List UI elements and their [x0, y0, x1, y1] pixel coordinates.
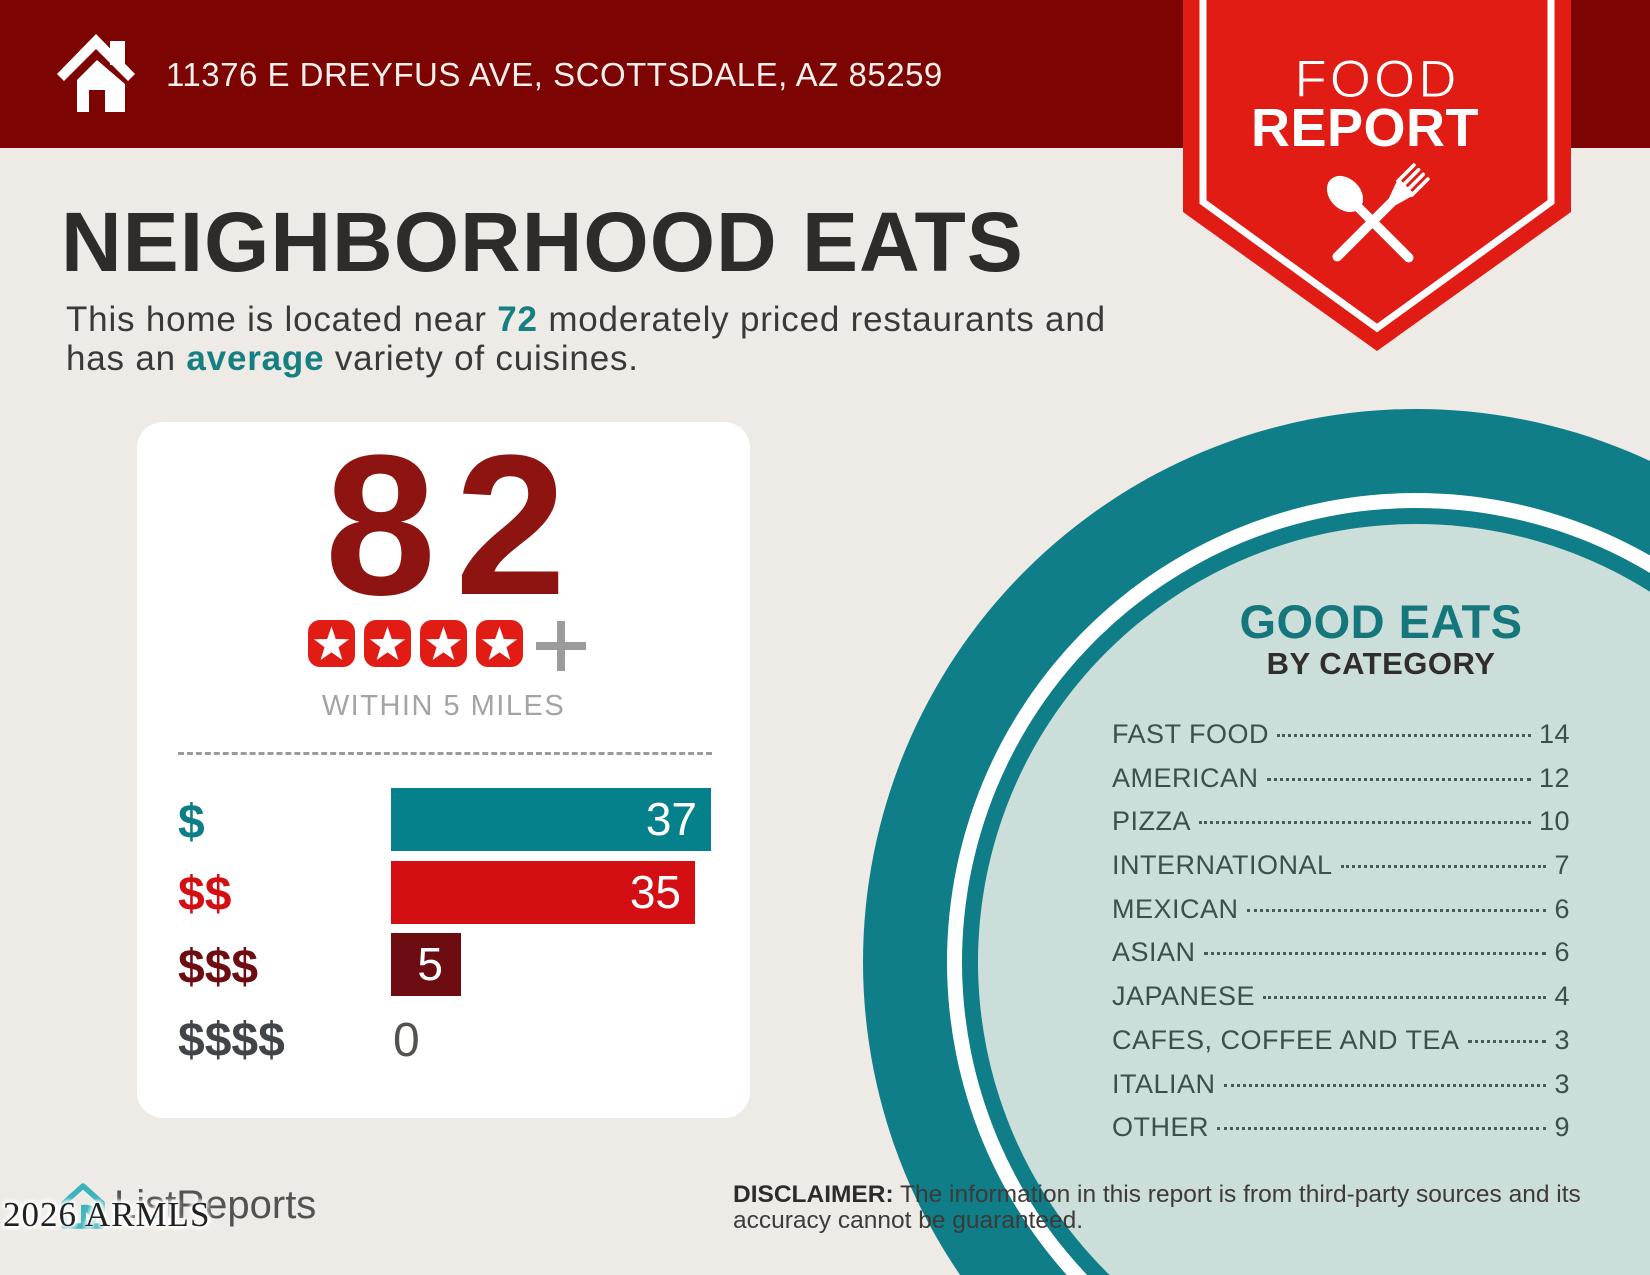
svg-text:REPORT: REPORT: [1251, 98, 1479, 158]
svg-text:FOOD: FOOD: [1294, 50, 1459, 109]
